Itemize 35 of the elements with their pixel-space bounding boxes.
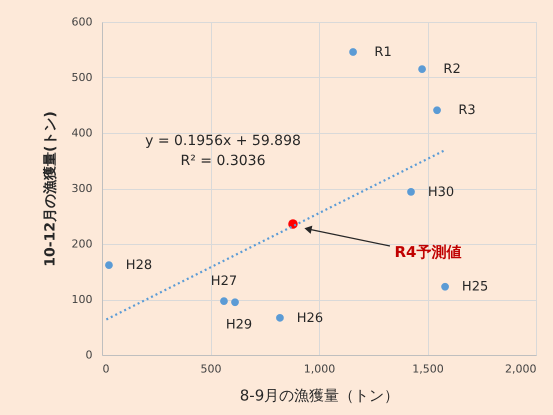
point	[349, 48, 357, 56]
y-tick-label: 100	[72, 293, 92, 306]
annotation: H30	[428, 184, 454, 200]
x-tick-label: 1,000	[304, 362, 336, 376]
y-tick-label: 0	[86, 348, 92, 362]
point	[418, 65, 426, 74]
annotation: R² = 0.3036	[180, 153, 266, 169]
annotation: H28	[126, 258, 152, 274]
annotation: H27	[210, 274, 238, 290]
point	[441, 282, 449, 291]
x-tick-label: 0	[102, 362, 110, 376]
point	[105, 261, 113, 269]
point	[433, 106, 441, 114]
annotation: R4予測値	[394, 243, 462, 262]
point	[231, 298, 239, 306]
annotation: R3	[458, 103, 476, 118]
x-axis-title: 8-9月の漁獲量（トン）	[240, 386, 400, 404]
annotation: H26	[296, 310, 324, 326]
point	[407, 188, 415, 196]
annotation: y = 0.1956x + 59.898	[145, 133, 301, 149]
y-tick-label: 400	[72, 126, 92, 140]
annotation: R2	[443, 62, 461, 78]
y-tick-label: 200	[72, 238, 92, 250]
y-tick-label: 300	[72, 182, 92, 195]
y-axis-title: 10-12月の漁獲量(トン)	[42, 111, 59, 267]
point	[220, 297, 228, 306]
point	[276, 314, 284, 322]
y-tick-label: 500	[72, 71, 92, 84]
x-tick-label: 2,000	[505, 362, 536, 376]
y-tick-label: 600	[72, 16, 92, 28]
x-tick-label: 1,500	[412, 362, 444, 376]
annotation: H25	[462, 280, 488, 295]
annotation: H29	[226, 317, 252, 332]
x-tick-label: 500	[200, 362, 222, 376]
annotation: R1	[374, 44, 392, 60]
